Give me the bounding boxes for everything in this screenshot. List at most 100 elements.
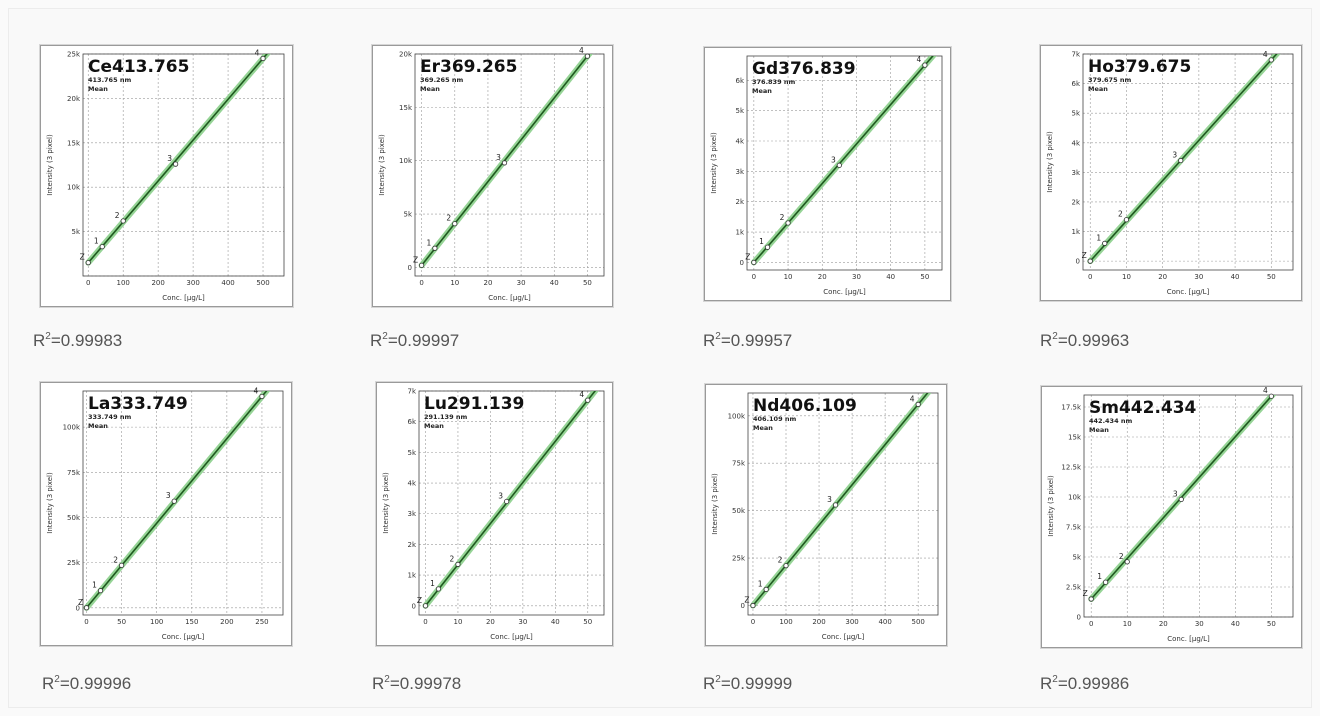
mean-label: Mean	[424, 422, 444, 430]
plot-area-border	[1082, 53, 1294, 271]
data-point	[97, 588, 104, 594]
data-point	[1268, 393, 1274, 399]
data-point	[1123, 217, 1130, 223]
data-point	[501, 160, 508, 166]
point-label: 4	[1263, 50, 1268, 59]
fit-line	[85, 391, 268, 609]
x-axis-label: Conc. [µg/L]	[162, 294, 205, 302]
x-tick-label: 0	[752, 273, 756, 281]
x-tick-label: 150	[185, 618, 198, 626]
data-point	[763, 586, 769, 592]
y-tick-label: 0	[408, 264, 412, 272]
y-tick-label: 20k	[399, 51, 413, 59]
y-tick-label: 15k	[1068, 434, 1082, 442]
r-symbol: R	[372, 674, 385, 693]
point-label: 4	[255, 48, 260, 57]
r-superscript: 2	[1052, 674, 1058, 685]
y-tick-label: 7k	[407, 388, 416, 396]
r-squared-caption: R2=0.99978	[372, 674, 461, 694]
chart-svg: Z1 2 3 4 0 50 100 150 200 250 0 25k 50k 75k 100k Conc. …	[46, 386, 284, 641]
point-label: 1	[758, 579, 763, 588]
chart-svg: Z1 2 3 4 0 100 200 300 400 500 5k 10k 15k 20k 25k Conc.…	[46, 48, 285, 302]
point-label: 1	[427, 238, 432, 247]
wavelength-subtitle: 376.839 nm	[752, 78, 795, 86]
y-axis-label: Intensity (3 pixel)	[711, 473, 719, 535]
y-tick-label: 6k	[407, 418, 416, 426]
y-axis-label: Intensity (3 pixel)	[46, 134, 54, 196]
data-point	[452, 221, 458, 227]
y-tick-label: 50k	[67, 514, 81, 522]
y-tick-label: 17.5k	[1061, 404, 1082, 412]
calibration-chart-nd406.109: Z 1 2 3 4 0 100 200 300 400 500 0 25k 50k 75k 100k Conc.…	[705, 384, 947, 646]
r-squared-value: =0.99999	[720, 674, 793, 693]
r-symbol: R	[703, 674, 716, 693]
data-point	[836, 162, 842, 168]
r-squared-value: =0.99963	[1057, 331, 1130, 350]
r-superscript: 2	[382, 331, 388, 342]
x-tick-label: 200	[220, 618, 233, 626]
data-point	[432, 245, 438, 251]
y-tick-label: 3k	[407, 510, 416, 518]
x-tick-label: 40	[551, 618, 560, 626]
r-superscript: 2	[384, 674, 390, 685]
chart-title: La333.749	[88, 394, 188, 414]
x-axis-label: Conc. [µg/L]	[822, 633, 865, 641]
fit-line	[424, 391, 597, 607]
data-point	[455, 561, 461, 567]
y-tick-label: 25k	[732, 555, 746, 563]
x-tick-label: 10	[784, 273, 793, 281]
data-point	[422, 603, 429, 609]
wavelength-subtitle: 406.109 nm	[753, 415, 796, 423]
y-tick-label: 5k	[735, 107, 744, 115]
r-squared-value: =0.99996	[59, 674, 132, 693]
point-label: 3	[1173, 489, 1178, 498]
data-point	[1178, 157, 1184, 164]
x-tick-label: 40	[550, 279, 559, 287]
r-symbol: R	[703, 331, 716, 350]
x-tick-label: 30	[852, 273, 861, 281]
x-tick-label: 400	[221, 279, 234, 287]
y-axis-label: Intensity (3 pixel)	[1047, 475, 1055, 537]
point-label: 2	[778, 556, 783, 565]
data-point	[173, 161, 179, 167]
x-tick-label: 0	[1089, 620, 1093, 628]
x-tick-label: 30	[518, 618, 527, 626]
r-superscript: 2	[54, 674, 60, 685]
r-squared-caption: R2=0.99996	[42, 674, 131, 694]
y-tick-label: 20k	[67, 95, 81, 103]
y-tick-label: 2k	[407, 541, 416, 549]
r-symbol: R	[33, 331, 46, 350]
x-tick-label: 300	[845, 618, 858, 626]
x-tick-label: 100	[779, 618, 792, 626]
data-point	[1087, 258, 1093, 264]
calibration-chart-gd376.839: Z 1 2 3 4 0 10 20 30 40 50 0 1k 2k 3k 4k 5k 6k Conc. [µg/L…	[704, 47, 951, 301]
x-tick-label: 40	[1231, 273, 1240, 281]
point-label: Z	[744, 596, 749, 605]
point-label: Z	[80, 253, 85, 262]
r-squared-value: =0.99983	[50, 331, 123, 350]
y-tick-label: 7.5k	[1066, 524, 1082, 532]
chart-title: Lu291.139	[424, 394, 524, 414]
x-tick-label: 10	[453, 618, 462, 626]
data-point	[1088, 596, 1094, 602]
x-tick-label: 50	[583, 279, 592, 287]
y-tick-label: 15k	[399, 104, 413, 112]
data-point	[118, 562, 125, 568]
point-label: 2	[1118, 210, 1123, 219]
y-tick-label: 5k	[1071, 110, 1080, 118]
data-point	[260, 55, 266, 62]
data-point	[751, 259, 757, 266]
x-tick-label: 50	[1267, 273, 1276, 281]
point-label: 4	[1263, 387, 1268, 395]
plot-area-border	[418, 390, 605, 616]
plot-area-border	[747, 392, 939, 616]
x-tick-label: 40	[886, 273, 895, 281]
chart-title: Ho379.675	[1088, 57, 1191, 77]
point-label: 1	[94, 237, 99, 246]
data-point	[99, 244, 105, 250]
point-label: 2	[446, 214, 451, 223]
data-point	[419, 262, 425, 268]
y-tick-label: 1k	[735, 229, 744, 237]
